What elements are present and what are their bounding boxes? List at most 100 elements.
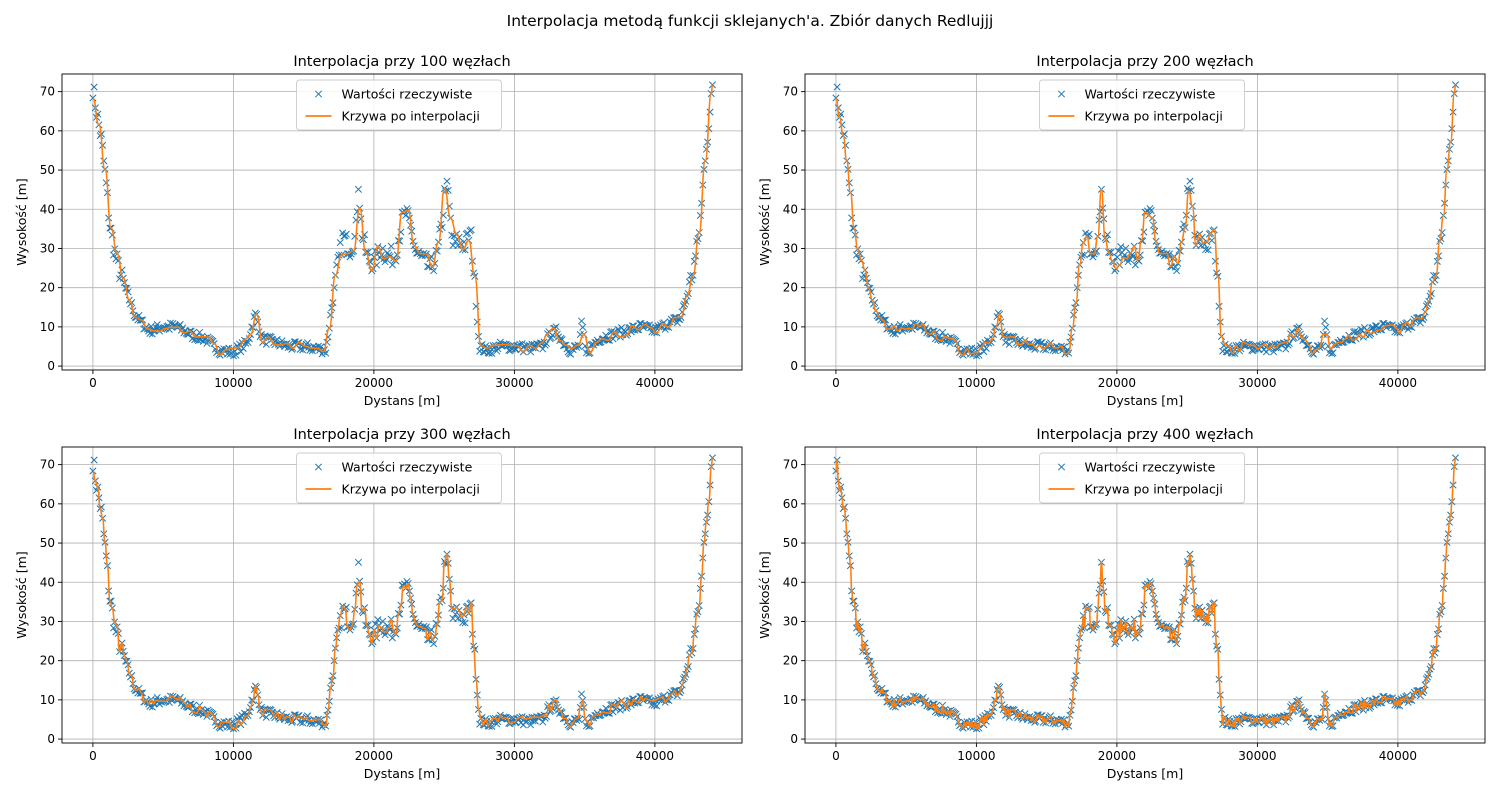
measured-point [539, 718, 547, 726]
measured-point [267, 333, 275, 341]
measured-point [833, 83, 841, 91]
measured-point [1371, 322, 1380, 330]
x-tick-label: 30000 [495, 376, 533, 390]
y-tick-label: 10 [783, 320, 798, 334]
measured-point [688, 276, 696, 284]
measured-point [1120, 251, 1129, 259]
measured-point [405, 214, 413, 222]
measured-point [577, 690, 586, 698]
y-tick-label: 50 [783, 163, 798, 177]
measured-point [402, 211, 410, 219]
subplot-2: 0 10000 20000 30000 40000 0 10 20 30 40 50 60 70 Inte… [757, 54, 1486, 408]
subplot-title: Interpolacja przy 300 węzłach [293, 427, 510, 443]
measured-point [166, 319, 175, 327]
measured-point [443, 177, 451, 185]
measured-point [1438, 228, 1446, 237]
measured-point [1129, 253, 1137, 261]
y-tick-label: 10 [40, 693, 55, 707]
y-tick-label: 20 [40, 654, 55, 668]
legend-label-interpolated: Krzywa po interpolacji [1085, 109, 1223, 124]
measured-point [1165, 250, 1173, 258]
measured-point [653, 702, 661, 710]
measured-point [1186, 177, 1194, 185]
legend-box [296, 79, 502, 131]
measured-point [473, 318, 481, 326]
legend: Wartości rzeczywiste Krzywa po interpolac… [1039, 79, 1245, 131]
measured-point [1147, 206, 1155, 215]
y-tick-label: 70 [783, 458, 798, 472]
y-tick-label: 50 [783, 536, 798, 550]
measured-point [396, 237, 404, 245]
measured-point [1117, 243, 1125, 251]
measured-point [625, 324, 633, 332]
interpolation-curve [835, 84, 1457, 357]
measured-point [1146, 204, 1154, 213]
measured-point [1173, 267, 1181, 275]
y-tick-label: 40 [783, 202, 798, 216]
measured-point [296, 718, 304, 726]
legend-label-measured: Wartości rzeczywiste [1085, 87, 1216, 102]
measured-point [690, 257, 698, 265]
measured-point [1060, 343, 1068, 351]
measured-point [323, 338, 331, 346]
measured-point [1208, 236, 1216, 244]
measured-point [254, 318, 262, 326]
y-tick-label: 0 [47, 359, 55, 373]
x-tick-label: 40000 [1379, 376, 1417, 390]
measured-point [327, 311, 335, 319]
y-tick-label: 40 [40, 575, 55, 589]
subplot-1: 0 10000 20000 30000 40000 0 10 20 30 40 50 60 70 Inte… [14, 54, 743, 408]
x-tick-label: 0 [832, 749, 840, 763]
measured-point [980, 348, 988, 356]
y-axis-label: Wysokość [m] [757, 178, 772, 265]
legend-label-measured: Wartości rzeczywiste [1085, 460, 1216, 475]
subplot-title: Interpolacja przy 400 węzłach [1036, 427, 1253, 443]
measured-point [1346, 336, 1354, 344]
figure-title: Interpolacja metodą funkcji sklejanych'a… [506, 12, 994, 30]
measured-point [90, 83, 98, 91]
legend: Wartości rzeczywiste Krzywa po interpolac… [296, 79, 502, 131]
measured-point [1430, 271, 1438, 280]
legend-marker-measured [1057, 90, 1066, 98]
y-tick-label: 70 [40, 85, 55, 99]
axes-frame [804, 73, 1486, 371]
x-tick-label: 10000 [957, 376, 995, 390]
measured-point [262, 713, 270, 721]
x-tick-label: 10000 [957, 749, 995, 763]
measured-point [1416, 319, 1424, 327]
measured-point [939, 328, 947, 336]
interpolation-curve [92, 84, 714, 357]
measured-point [987, 338, 995, 347]
measured-point [909, 319, 918, 327]
measured-point [527, 721, 535, 729]
x-tick-label: 20000 [1098, 749, 1136, 763]
y-tick-label: 0 [790, 732, 798, 746]
y-tick-label: 10 [40, 320, 55, 334]
y-tick-label: 70 [783, 85, 798, 99]
measured-point [982, 344, 990, 352]
measured-point [1368, 324, 1376, 332]
measured-point [430, 267, 438, 275]
axes-frame [61, 446, 743, 744]
measured-point [1202, 245, 1210, 254]
measured-point [471, 645, 479, 653]
y-tick-label: 40 [783, 575, 798, 589]
x-tick-label: 0 [832, 376, 840, 390]
measured-point [706, 108, 714, 116]
subplot-3: 0 10000 20000 30000 40000 0 10 20 30 40 50 60 70 Inte… [14, 427, 743, 781]
measured-point [975, 351, 983, 359]
measured-point [577, 317, 586, 325]
y-tick-label: 60 [40, 497, 55, 511]
y-axis-label: Wysokość [m] [14, 178, 29, 265]
measured-point [461, 246, 469, 254]
x-tick-label: 0 [89, 376, 97, 390]
measured-point [303, 339, 312, 347]
legend-marker-measured [314, 90, 323, 98]
x-tick-label: 0 [89, 749, 97, 763]
x-tick-label: 20000 [1098, 376, 1136, 390]
legend-label-interpolated: Krzywa po interpolacji [1085, 482, 1223, 497]
plot-area [832, 454, 1460, 733]
measured-point [387, 242, 395, 250]
measured-point [1427, 290, 1435, 298]
